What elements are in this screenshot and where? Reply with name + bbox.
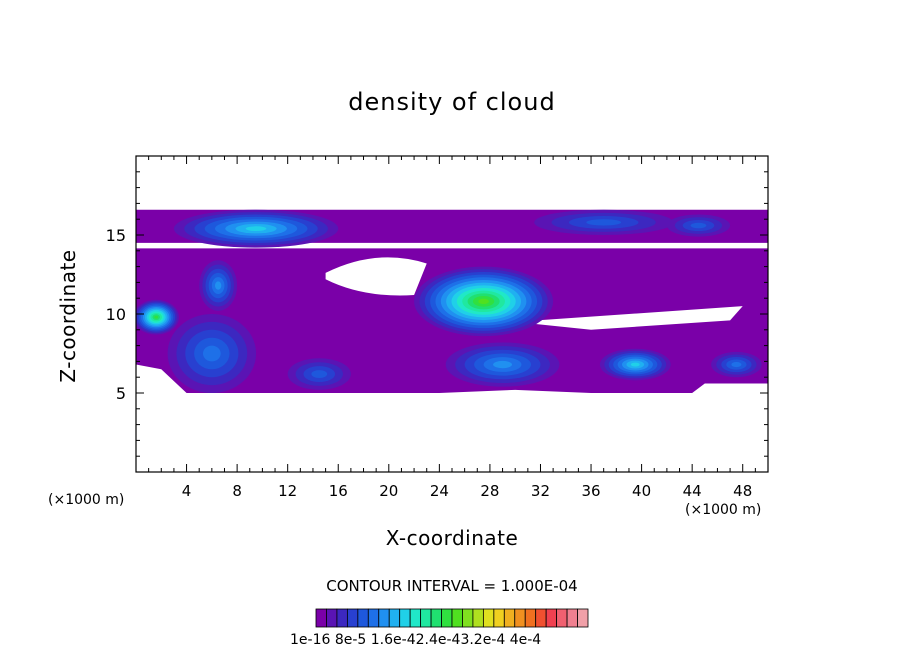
colorbar-swatch-4 xyxy=(357,608,369,628)
x-tick-label-44: 44 xyxy=(683,482,702,500)
x-tick-label-8: 8 xyxy=(232,482,242,500)
x-tick-label-32: 32 xyxy=(531,482,550,500)
x-tick-label-20: 20 xyxy=(379,482,398,500)
chart-title: density of cloud xyxy=(348,88,556,116)
colorbar-swatch-2 xyxy=(336,608,348,628)
colorbar-swatch-20 xyxy=(524,608,537,628)
colorbar-swatch-19 xyxy=(514,608,526,628)
colorbar-swatch-12 xyxy=(441,608,453,628)
colorbar-swatch-13 xyxy=(451,608,463,628)
colorbar-labels: 1e-16 8e-5 1.6e-42.4e-43.2e-4 4e-4 xyxy=(290,632,542,648)
colorbar-swatch-5 xyxy=(367,608,380,628)
x-tick-label-48: 48 xyxy=(733,482,752,500)
left-edge-cloud-level-11 xyxy=(154,315,159,319)
x-tick-label-12: 12 xyxy=(278,482,297,500)
left-column-cloud-level-5 xyxy=(215,281,222,290)
colorbar-swatch-21 xyxy=(535,608,547,628)
colorbar-swatch-3 xyxy=(346,608,359,628)
colorbar-swatch-24 xyxy=(566,608,578,628)
y-tick-label-10: 10 xyxy=(106,305,126,324)
central-cloud-level-12 xyxy=(478,298,489,305)
colorbar-swatch-0 xyxy=(315,608,327,628)
lower-far-right-cloud-level-4 xyxy=(731,362,742,368)
x-tick-label-40: 40 xyxy=(632,482,651,500)
colorbar-swatch-14 xyxy=(462,608,474,628)
x-tick-label-4: 4 xyxy=(182,482,192,500)
x-tick-label-24: 24 xyxy=(430,482,449,500)
upper-left-cloud-level-7 xyxy=(245,226,267,232)
colorbar-swatch-18 xyxy=(503,608,516,628)
colorbar-swatch-16 xyxy=(482,608,495,628)
gap-1 xyxy=(325,257,427,296)
lower-right-cloud-level-7 xyxy=(630,362,640,367)
upper-right-cloud-level-3 xyxy=(586,219,622,226)
x-unit-label-left: (×1000 m) xyxy=(48,492,125,508)
x-tick-label-16: 16 xyxy=(329,482,348,500)
colorbar-swatch-11 xyxy=(430,608,442,628)
colorbar-swatch-17 xyxy=(493,608,505,628)
colorbar-swatch-1 xyxy=(326,608,338,628)
y-tick-label-15: 15 xyxy=(106,226,126,245)
colorbar-swatch-10 xyxy=(420,608,432,628)
lower-left-cloud-b-level-3 xyxy=(311,370,328,378)
lower-left-cloud-a-level-4 xyxy=(202,345,221,362)
colorbar-swatch-7 xyxy=(388,608,401,628)
gap-2 xyxy=(515,306,743,330)
colorbar-swatch-15 xyxy=(472,608,484,628)
colorbar-swatch-6 xyxy=(378,608,390,628)
far-right-cloud-level-3 xyxy=(690,222,707,229)
colorbar-swatch-23 xyxy=(556,608,568,628)
colorbar-swatch-22 xyxy=(545,608,558,628)
colorbar-swatch-8 xyxy=(399,608,411,628)
y-tick-label-5: 5 xyxy=(116,384,126,403)
colorbar-swatch-25 xyxy=(577,608,589,628)
x-tick-label-36: 36 xyxy=(581,482,600,500)
x-tick-label-28: 28 xyxy=(480,482,499,500)
x-axis-label: X-coordinate xyxy=(385,526,519,550)
x-unit-label-right: (×1000 m) xyxy=(685,502,762,518)
colorbar-swatch-9 xyxy=(409,608,422,628)
contour-interval-label: CONTOUR INTERVAL = 1.000E-04 xyxy=(326,577,578,595)
lower-mid-cloud-level-5 xyxy=(493,360,513,369)
